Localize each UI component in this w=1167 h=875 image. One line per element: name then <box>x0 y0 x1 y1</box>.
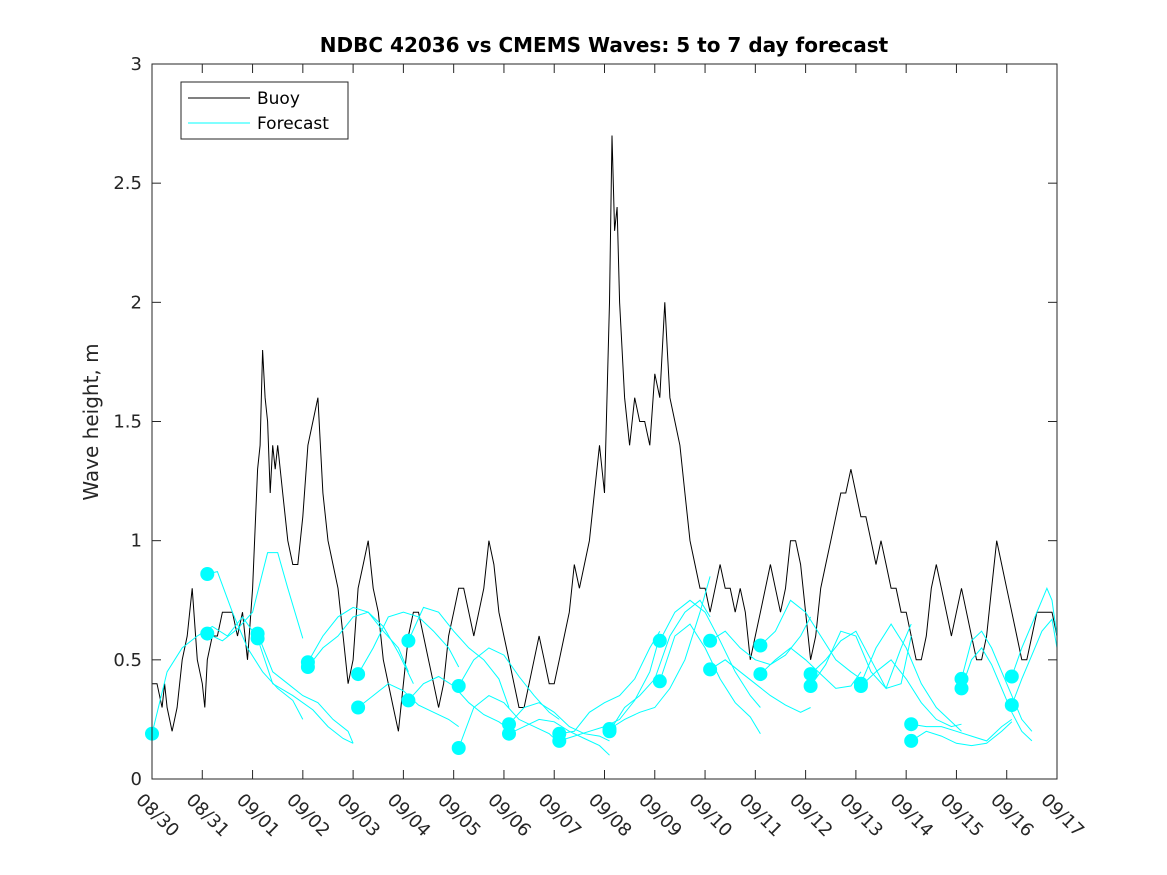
y-tick-label: 2 <box>131 292 142 313</box>
y-tick-label: 1.5 <box>113 412 142 433</box>
forecast-series-line <box>508 702 610 742</box>
forecast-start-marker <box>502 726 516 741</box>
chart-title: NDBC 42036 vs CMEMS Waves: 5 to 7 day fo… <box>320 33 889 57</box>
plot-background <box>152 64 1057 779</box>
forecast-series-line <box>609 599 711 732</box>
forecast-start-marker <box>451 679 466 693</box>
forecast-start-marker <box>803 679 818 693</box>
forecast-series-line <box>207 571 304 720</box>
legend-label-buoy: Buoy <box>257 89 300 109</box>
y-tick-label: 0.5 <box>113 650 142 671</box>
forecast-start-marker <box>602 724 617 739</box>
forecast-start-marker <box>401 693 416 708</box>
forecast-start-marker <box>803 667 818 682</box>
forecast-start-marker <box>1004 698 1019 713</box>
y-tick-label: 0 <box>131 769 142 790</box>
forecast-start-marker <box>351 667 366 682</box>
forecast-series-line <box>910 721 1013 747</box>
forecast-start-marker <box>753 638 768 653</box>
legend: Buoy Forecast <box>180 81 349 140</box>
forecast-start-marker <box>753 667 768 682</box>
forecast-start-marker <box>200 567 215 581</box>
forecast-start-marker <box>954 681 969 696</box>
forecast-series-line <box>458 695 560 749</box>
forecast-series-line <box>911 718 1013 742</box>
forecast-series-line <box>1011 587 1058 677</box>
forecast-start-marker <box>853 679 868 693</box>
forecast-series-line <box>709 659 811 713</box>
forecast-start-marker <box>904 717 919 732</box>
forecast-start-marker <box>1004 669 1019 684</box>
y-axis-label: Wave height, m <box>79 343 103 500</box>
forecast-series-line <box>860 623 962 732</box>
forecast-series-line <box>709 616 812 666</box>
forecast-series-line <box>659 599 761 708</box>
y-tick-label: 2.5 <box>113 173 142 194</box>
forecast-series-line <box>458 647 560 720</box>
y-tick-label: 1 <box>131 531 142 552</box>
forecast-start-marker <box>451 741 466 755</box>
forecast-start-marker <box>351 700 366 715</box>
forecast-series-line <box>810 623 912 690</box>
forecast-start-marker <box>552 733 567 748</box>
forecast-series-line <box>961 630 1033 732</box>
forecast-series-line <box>257 638 354 744</box>
forecast-series-line <box>408 675 510 730</box>
forecast-series-line <box>207 552 304 642</box>
buoy-series-line <box>152 135 1058 732</box>
forecast-series-line <box>257 633 354 744</box>
marker-layer <box>145 567 1019 755</box>
legend-box <box>180 81 349 140</box>
forecast-series-line <box>1011 618 1058 706</box>
forecast-start-marker <box>250 631 265 646</box>
forecast-start-marker <box>703 633 718 648</box>
forecast-series-line <box>860 659 962 728</box>
forecast-start-marker <box>401 633 416 648</box>
forecast-series-line <box>559 630 661 735</box>
plot-area <box>145 63 1058 780</box>
forecast-series-line <box>307 606 409 672</box>
forecast-series-line <box>760 599 862 680</box>
y-tick-label: 3 <box>131 54 142 75</box>
forecast-start-marker <box>200 626 215 641</box>
forecast-start-marker <box>652 674 667 689</box>
forecast-series-line <box>357 611 460 675</box>
forecast-start-marker <box>300 660 315 674</box>
forecast-start-marker <box>652 633 667 648</box>
forecast-series-line <box>508 718 610 756</box>
forecast-start-marker <box>904 733 919 748</box>
legend-label-forecast: Forecast <box>257 114 329 134</box>
forecast-series-line <box>407 606 510 708</box>
forecast-series-line <box>961 647 1033 742</box>
forecast-series-line <box>760 647 862 689</box>
forecast-series-line <box>609 576 711 730</box>
forecast-series-line <box>307 611 414 684</box>
forecast-series-line <box>810 630 912 690</box>
forecast-start-marker <box>703 662 718 677</box>
